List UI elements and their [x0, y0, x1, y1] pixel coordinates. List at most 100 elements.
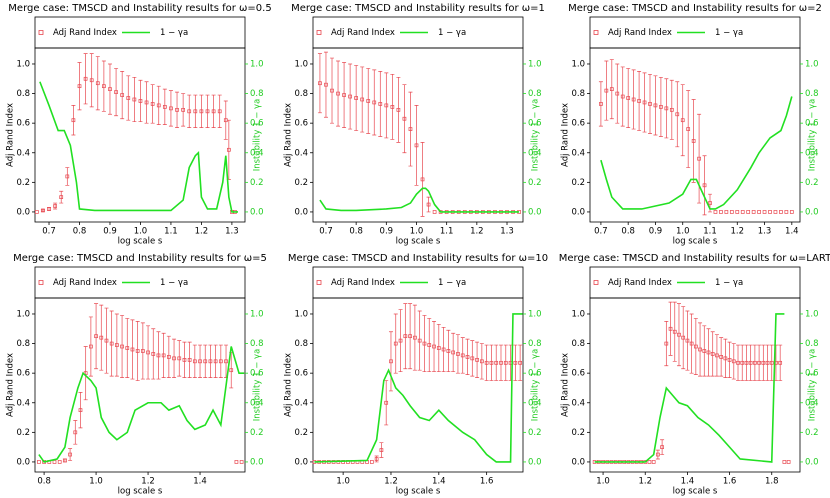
error-bar	[211, 94, 216, 128]
y2-axis-label: Instability 1 − γa	[253, 349, 263, 422]
x-axis-label: log scale s	[396, 487, 441, 497]
data-point	[89, 344, 93, 349]
data-point	[713, 210, 718, 214]
error-bar	[436, 323, 441, 373]
data-point	[432, 344, 436, 349]
data-point	[126, 96, 131, 100]
error-bar	[422, 315, 427, 373]
data-point	[768, 210, 772, 214]
data-point	[702, 349, 707, 353]
data-point	[374, 457, 379, 461]
y2-tick-label: 0.2	[805, 428, 819, 438]
y2-tick-label: 0.8	[805, 339, 819, 349]
instability-line	[314, 313, 523, 463]
data-point	[757, 360, 761, 365]
error-bar	[378, 71, 383, 137]
data-point	[372, 100, 377, 105]
error-bar	[417, 310, 422, 371]
data-point	[384, 400, 389, 405]
error-bar	[685, 310, 690, 371]
error-bar	[89, 53, 94, 108]
data-point	[659, 105, 663, 109]
error-bar	[697, 113, 702, 204]
x-tick-label: 1.2	[470, 227, 484, 237]
error-bar	[107, 63, 112, 115]
data-point	[475, 357, 479, 362]
error-bar	[672, 301, 677, 362]
data-point	[384, 103, 389, 108]
data-point	[360, 97, 365, 102]
y-tick-label: 0.0	[294, 457, 308, 467]
y-tick-label: 0.4	[571, 398, 585, 408]
error-bar	[441, 326, 446, 373]
x-tick-label: 1.0	[336, 477, 350, 487]
data-point	[408, 127, 413, 131]
x-tick-label: 1.2	[638, 477, 652, 487]
x-tick-label: 1.3	[758, 227, 772, 237]
error-bar	[336, 60, 341, 127]
y2-tick-label: 0.2	[250, 428, 264, 438]
error-bar	[114, 68, 119, 117]
data-point	[736, 360, 740, 365]
legend-label: 1 − γa	[715, 28, 743, 38]
data-point	[727, 357, 732, 362]
error-bar	[172, 338, 177, 378]
data-point	[104, 338, 109, 343]
error-bar	[719, 337, 724, 377]
data-point	[761, 360, 766, 365]
data-point	[83, 76, 88, 81]
data-point	[175, 107, 179, 112]
data-point	[94, 334, 98, 339]
error-bar	[71, 105, 76, 136]
error-bar	[192, 344, 197, 378]
error-bar	[187, 94, 192, 128]
error-bar	[655, 449, 660, 460]
error-bar	[78, 392, 83, 429]
data-point	[34, 210, 39, 214]
error-bar	[757, 344, 762, 381]
data-point	[420, 177, 425, 182]
error-bar	[323, 51, 328, 118]
data-point	[234, 460, 239, 464]
data-point	[130, 347, 135, 352]
error-bar	[598, 81, 603, 127]
data-point	[47, 207, 51, 211]
data-point	[751, 210, 756, 214]
x-tick-label: 1.0	[676, 227, 690, 237]
x-tick-label: 1.4	[681, 477, 695, 487]
data-point	[729, 210, 734, 214]
x-tick-label: 0.8	[349, 227, 363, 237]
y2-axis-label: Instability 1 − γa	[253, 99, 263, 172]
data-point	[224, 359, 228, 364]
data-point	[599, 102, 603, 106]
y-axis-label: Adj Rand Index	[6, 353, 16, 417]
error-bar	[675, 81, 680, 148]
data-point	[65, 174, 70, 179]
data-point	[484, 360, 489, 365]
data-point	[470, 356, 475, 361]
error-bar	[126, 75, 131, 121]
data-point	[480, 359, 484, 364]
data-point	[120, 93, 125, 97]
data-point	[789, 210, 794, 214]
data-point	[95, 81, 100, 86]
error-bar	[166, 335, 171, 378]
data-point	[668, 326, 673, 331]
data-point	[192, 359, 197, 364]
error-bar	[778, 344, 783, 381]
error-bar	[706, 328, 711, 377]
y-tick-label: 0.4	[16, 398, 30, 408]
x-tick-label: 0.8	[37, 477, 51, 487]
data-point	[637, 99, 641, 103]
data-point	[108, 87, 112, 91]
error-bar	[676, 303, 681, 367]
error-bar	[94, 303, 99, 370]
error-bar	[109, 310, 114, 377]
y2-tick-label: 0.8	[805, 89, 819, 99]
y2-tick-label: 0.0	[250, 457, 264, 467]
data-point	[354, 96, 358, 100]
data-point	[162, 105, 167, 109]
data-point	[677, 332, 681, 337]
legend-label: Adj Rand Index	[331, 278, 395, 288]
y-tick-label: 0.0	[16, 207, 30, 217]
